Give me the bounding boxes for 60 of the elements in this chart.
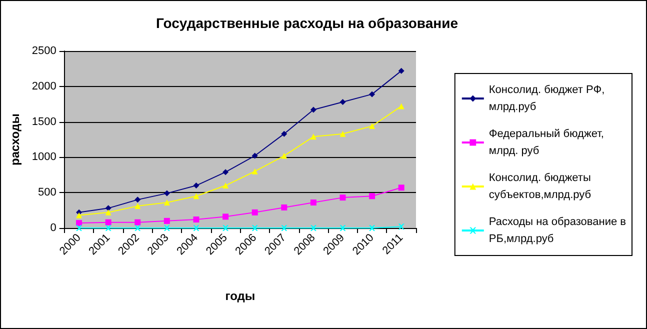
point <box>134 203 141 210</box>
point <box>398 224 404 230</box>
point <box>105 209 112 216</box>
point <box>340 130 346 137</box>
point <box>252 168 258 174</box>
point <box>193 182 200 189</box>
point <box>193 193 200 200</box>
point <box>369 193 376 200</box>
legend-label: Консолид. бюджеты субъектов,млрд.руб <box>488 172 592 201</box>
point <box>222 214 229 220</box>
point <box>340 98 346 105</box>
point <box>398 68 404 74</box>
x-axis-title: годы <box>225 289 256 303</box>
point <box>340 225 346 231</box>
point <box>310 106 316 113</box>
point <box>369 225 376 231</box>
chart-title: Государственные расходы на образование <box>156 15 458 31</box>
point <box>398 184 404 191</box>
point <box>164 200 170 206</box>
point <box>134 196 141 203</box>
point <box>164 218 170 224</box>
point <box>398 103 404 110</box>
legend-label: Расходы на образование в РБ,млрд.руб <box>488 216 626 245</box>
point <box>164 225 170 231</box>
legend-label: Консолид. бюджет РФ, млрд.руб <box>488 84 605 113</box>
y-tick-label: 2000 <box>32 80 56 92</box>
y-axis-title: расходы <box>8 114 22 166</box>
point <box>281 225 288 231</box>
point <box>281 152 288 159</box>
point <box>76 212 82 218</box>
y-tick-label: 1500 <box>32 116 56 128</box>
y-tick-label: 500 <box>38 186 56 199</box>
point <box>252 152 258 159</box>
point <box>134 225 141 231</box>
point <box>105 225 112 231</box>
point <box>340 194 346 201</box>
point <box>193 216 200 223</box>
point <box>222 169 229 176</box>
point <box>193 225 200 231</box>
point <box>252 225 258 231</box>
point <box>369 91 376 98</box>
point <box>76 225 82 231</box>
point <box>164 190 170 196</box>
y-tick-label: 0 <box>50 222 56 234</box>
point <box>105 205 112 212</box>
point <box>134 219 141 226</box>
point <box>222 225 229 231</box>
point <box>310 225 316 231</box>
point <box>105 219 112 226</box>
point <box>76 220 82 226</box>
point <box>281 130 288 137</box>
point <box>369 123 376 130</box>
y-tick-label: 2500 <box>32 45 56 57</box>
point <box>222 182 229 189</box>
point <box>252 209 258 216</box>
point <box>281 204 288 210</box>
y-tick-label: 1000 <box>32 151 56 164</box>
point <box>310 200 316 206</box>
point <box>310 134 316 140</box>
legend-label: Федеральный бюджет, млрд. руб <box>488 128 604 157</box>
